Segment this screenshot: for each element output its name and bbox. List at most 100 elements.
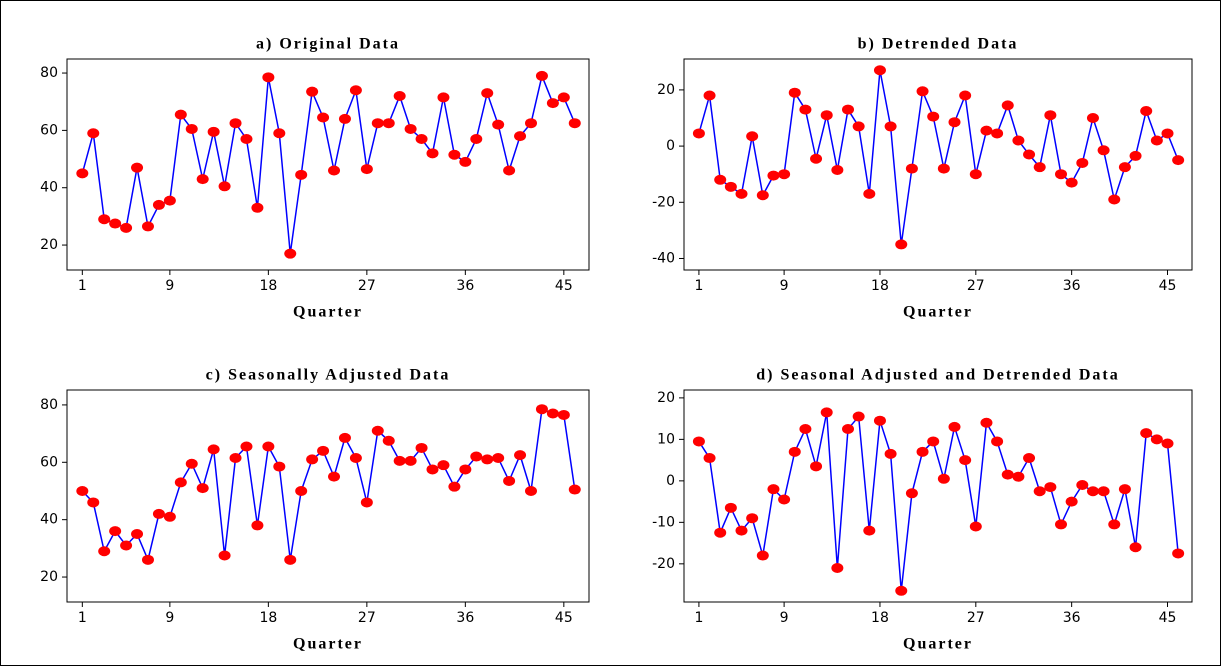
marker — [393, 90, 406, 101]
x-tick-label: 9 — [780, 278, 789, 294]
y-tick-label: 20 — [40, 569, 58, 585]
x-tick-label: 45 — [555, 610, 573, 626]
marker — [788, 87, 801, 98]
marker — [959, 455, 972, 466]
subplot-title: d) Seasonal Adjusted and Detrended Data — [756, 367, 1120, 384]
x-tick-label: 1 — [78, 610, 87, 626]
marker — [514, 450, 527, 461]
plot-frame — [66, 389, 590, 603]
marker — [905, 488, 918, 499]
x-tick-label: 36 — [456, 278, 474, 294]
marker — [873, 65, 886, 76]
marker — [1023, 149, 1036, 160]
marker — [927, 111, 940, 122]
marker — [251, 520, 264, 531]
marker — [905, 163, 918, 174]
marker — [714, 527, 727, 538]
y-tick-label: 0 — [666, 473, 675, 489]
y-tick-label: 40 — [40, 180, 58, 196]
subplot-title: b) Detrended Data — [858, 36, 1019, 53]
marker — [229, 118, 242, 129]
marker — [503, 165, 516, 176]
x-tick-label: 27 — [967, 278, 985, 294]
marker — [831, 164, 844, 175]
marker — [852, 121, 865, 132]
marker — [1055, 169, 1068, 180]
marker — [120, 540, 133, 551]
marker — [437, 460, 450, 471]
marker — [295, 485, 308, 496]
x-tick-label: 9 — [165, 610, 174, 626]
marker — [735, 525, 748, 536]
x-tick-label: 27 — [358, 610, 376, 626]
marker — [382, 435, 395, 446]
marker — [1065, 496, 1078, 507]
marker — [1129, 542, 1142, 553]
marker — [756, 190, 769, 201]
marker — [767, 170, 780, 181]
marker — [229, 452, 242, 463]
marker — [87, 128, 100, 139]
marker — [557, 409, 570, 420]
marker — [152, 508, 165, 519]
marker — [415, 133, 428, 144]
marker — [98, 546, 111, 557]
x-tick-label: 36 — [1063, 610, 1081, 626]
marker — [284, 554, 297, 565]
marker — [131, 529, 144, 540]
marker — [1086, 113, 1099, 124]
marker — [1161, 128, 1174, 139]
marker — [328, 471, 341, 482]
marker — [459, 156, 472, 167]
y-tick-label: 0 — [666, 138, 675, 154]
marker — [317, 112, 330, 123]
y-tick-label: 80 — [40, 65, 58, 81]
marker — [991, 128, 1004, 139]
marker — [152, 199, 165, 210]
y-tick-label: 60 — [40, 454, 58, 470]
marker — [1118, 484, 1131, 495]
marker — [525, 485, 537, 496]
y-tick-label: 10 — [657, 431, 675, 447]
marker — [131, 162, 144, 173]
marker — [1108, 519, 1121, 530]
marker — [703, 90, 716, 101]
marker — [492, 119, 505, 130]
marker — [1076, 480, 1089, 491]
marker — [842, 423, 855, 434]
marker — [185, 458, 198, 469]
marker — [120, 222, 133, 233]
marker — [692, 436, 705, 447]
marker — [863, 188, 876, 199]
y-tick-label: 20 — [657, 390, 675, 406]
marker — [959, 90, 972, 101]
x-axis-label: Quarter — [903, 636, 973, 653]
marker — [328, 165, 341, 176]
marker — [1033, 486, 1046, 497]
marker — [799, 423, 812, 434]
x-tick-label: 27 — [358, 278, 376, 294]
x-tick-label: 45 — [1159, 278, 1177, 294]
marker — [371, 425, 384, 436]
marker — [778, 169, 791, 180]
marker — [546, 98, 559, 109]
marker — [767, 484, 780, 495]
marker — [820, 110, 833, 121]
marker — [746, 131, 759, 142]
marker — [393, 455, 406, 466]
x-axis-label: Quarter — [293, 304, 363, 321]
marker — [251, 202, 264, 213]
marker — [788, 446, 801, 457]
marker — [306, 86, 319, 97]
plot-frame — [683, 58, 1193, 271]
marker — [937, 473, 950, 484]
marker — [1086, 486, 1099, 497]
y-tick-label: 20 — [40, 237, 58, 253]
marker — [349, 85, 362, 96]
marker — [87, 497, 100, 508]
marker — [317, 445, 330, 456]
y-tick-label: -10 — [652, 514, 675, 530]
marker — [991, 436, 1004, 447]
marker — [240, 441, 253, 452]
marker — [1012, 471, 1025, 482]
